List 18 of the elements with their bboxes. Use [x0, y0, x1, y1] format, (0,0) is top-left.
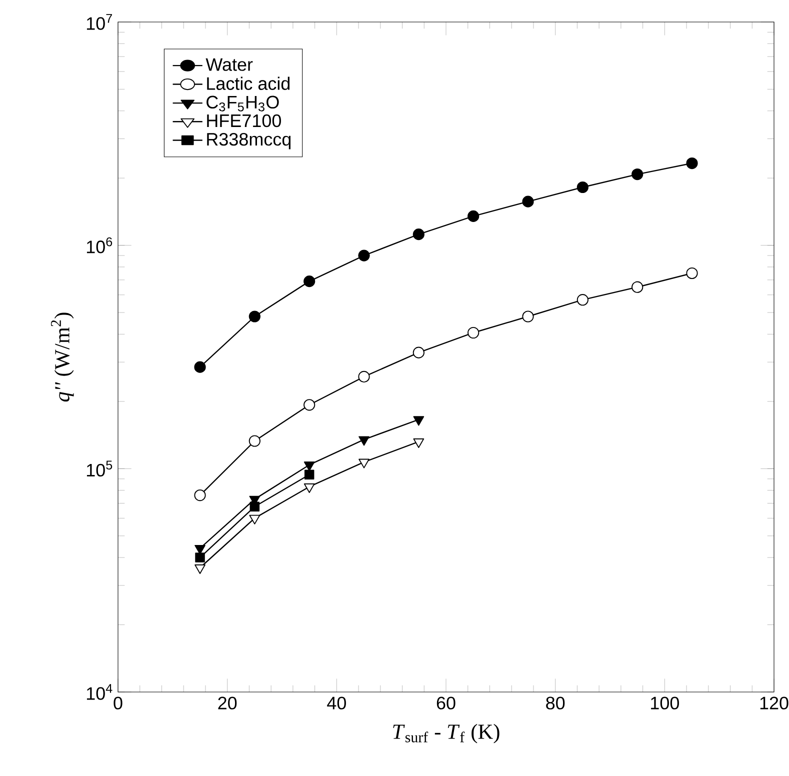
y-tick-label: 10$^{5}$ [86, 460, 112, 477]
y-tick-label: 10$^{6}$ [86, 237, 112, 254]
x-tick-label: 60 [436, 696, 456, 710]
x-tick-label: 120 [760, 696, 788, 710]
y-tick-label: 10$^{4}$ [86, 684, 112, 700]
legend-label: Lactic acid [207, 76, 290, 90]
x-tick-label: 20 [218, 696, 237, 710]
legend-label: C$_{3}$F$_{5}$H$_{3}$O [206, 96, 279, 112]
x-tick-label: 0 [114, 696, 122, 710]
legend-label: R338mccq [207, 132, 291, 150]
x-tick-label: 80 [546, 696, 565, 710]
x-tick-label: 40 [327, 696, 346, 710]
legend-label: HFE7100 [207, 114, 281, 128]
y-tick-label: 10$^{7}$ [86, 14, 112, 30]
legend-label: Water [206, 58, 253, 71]
y-axis-title: q'' (W/m$^{2}$) [50, 312, 74, 402]
x-tick-label: 100 [651, 696, 679, 710]
x-axis-title: T$_{surf}$ - T$_{f}$ (K) [393, 724, 500, 744]
